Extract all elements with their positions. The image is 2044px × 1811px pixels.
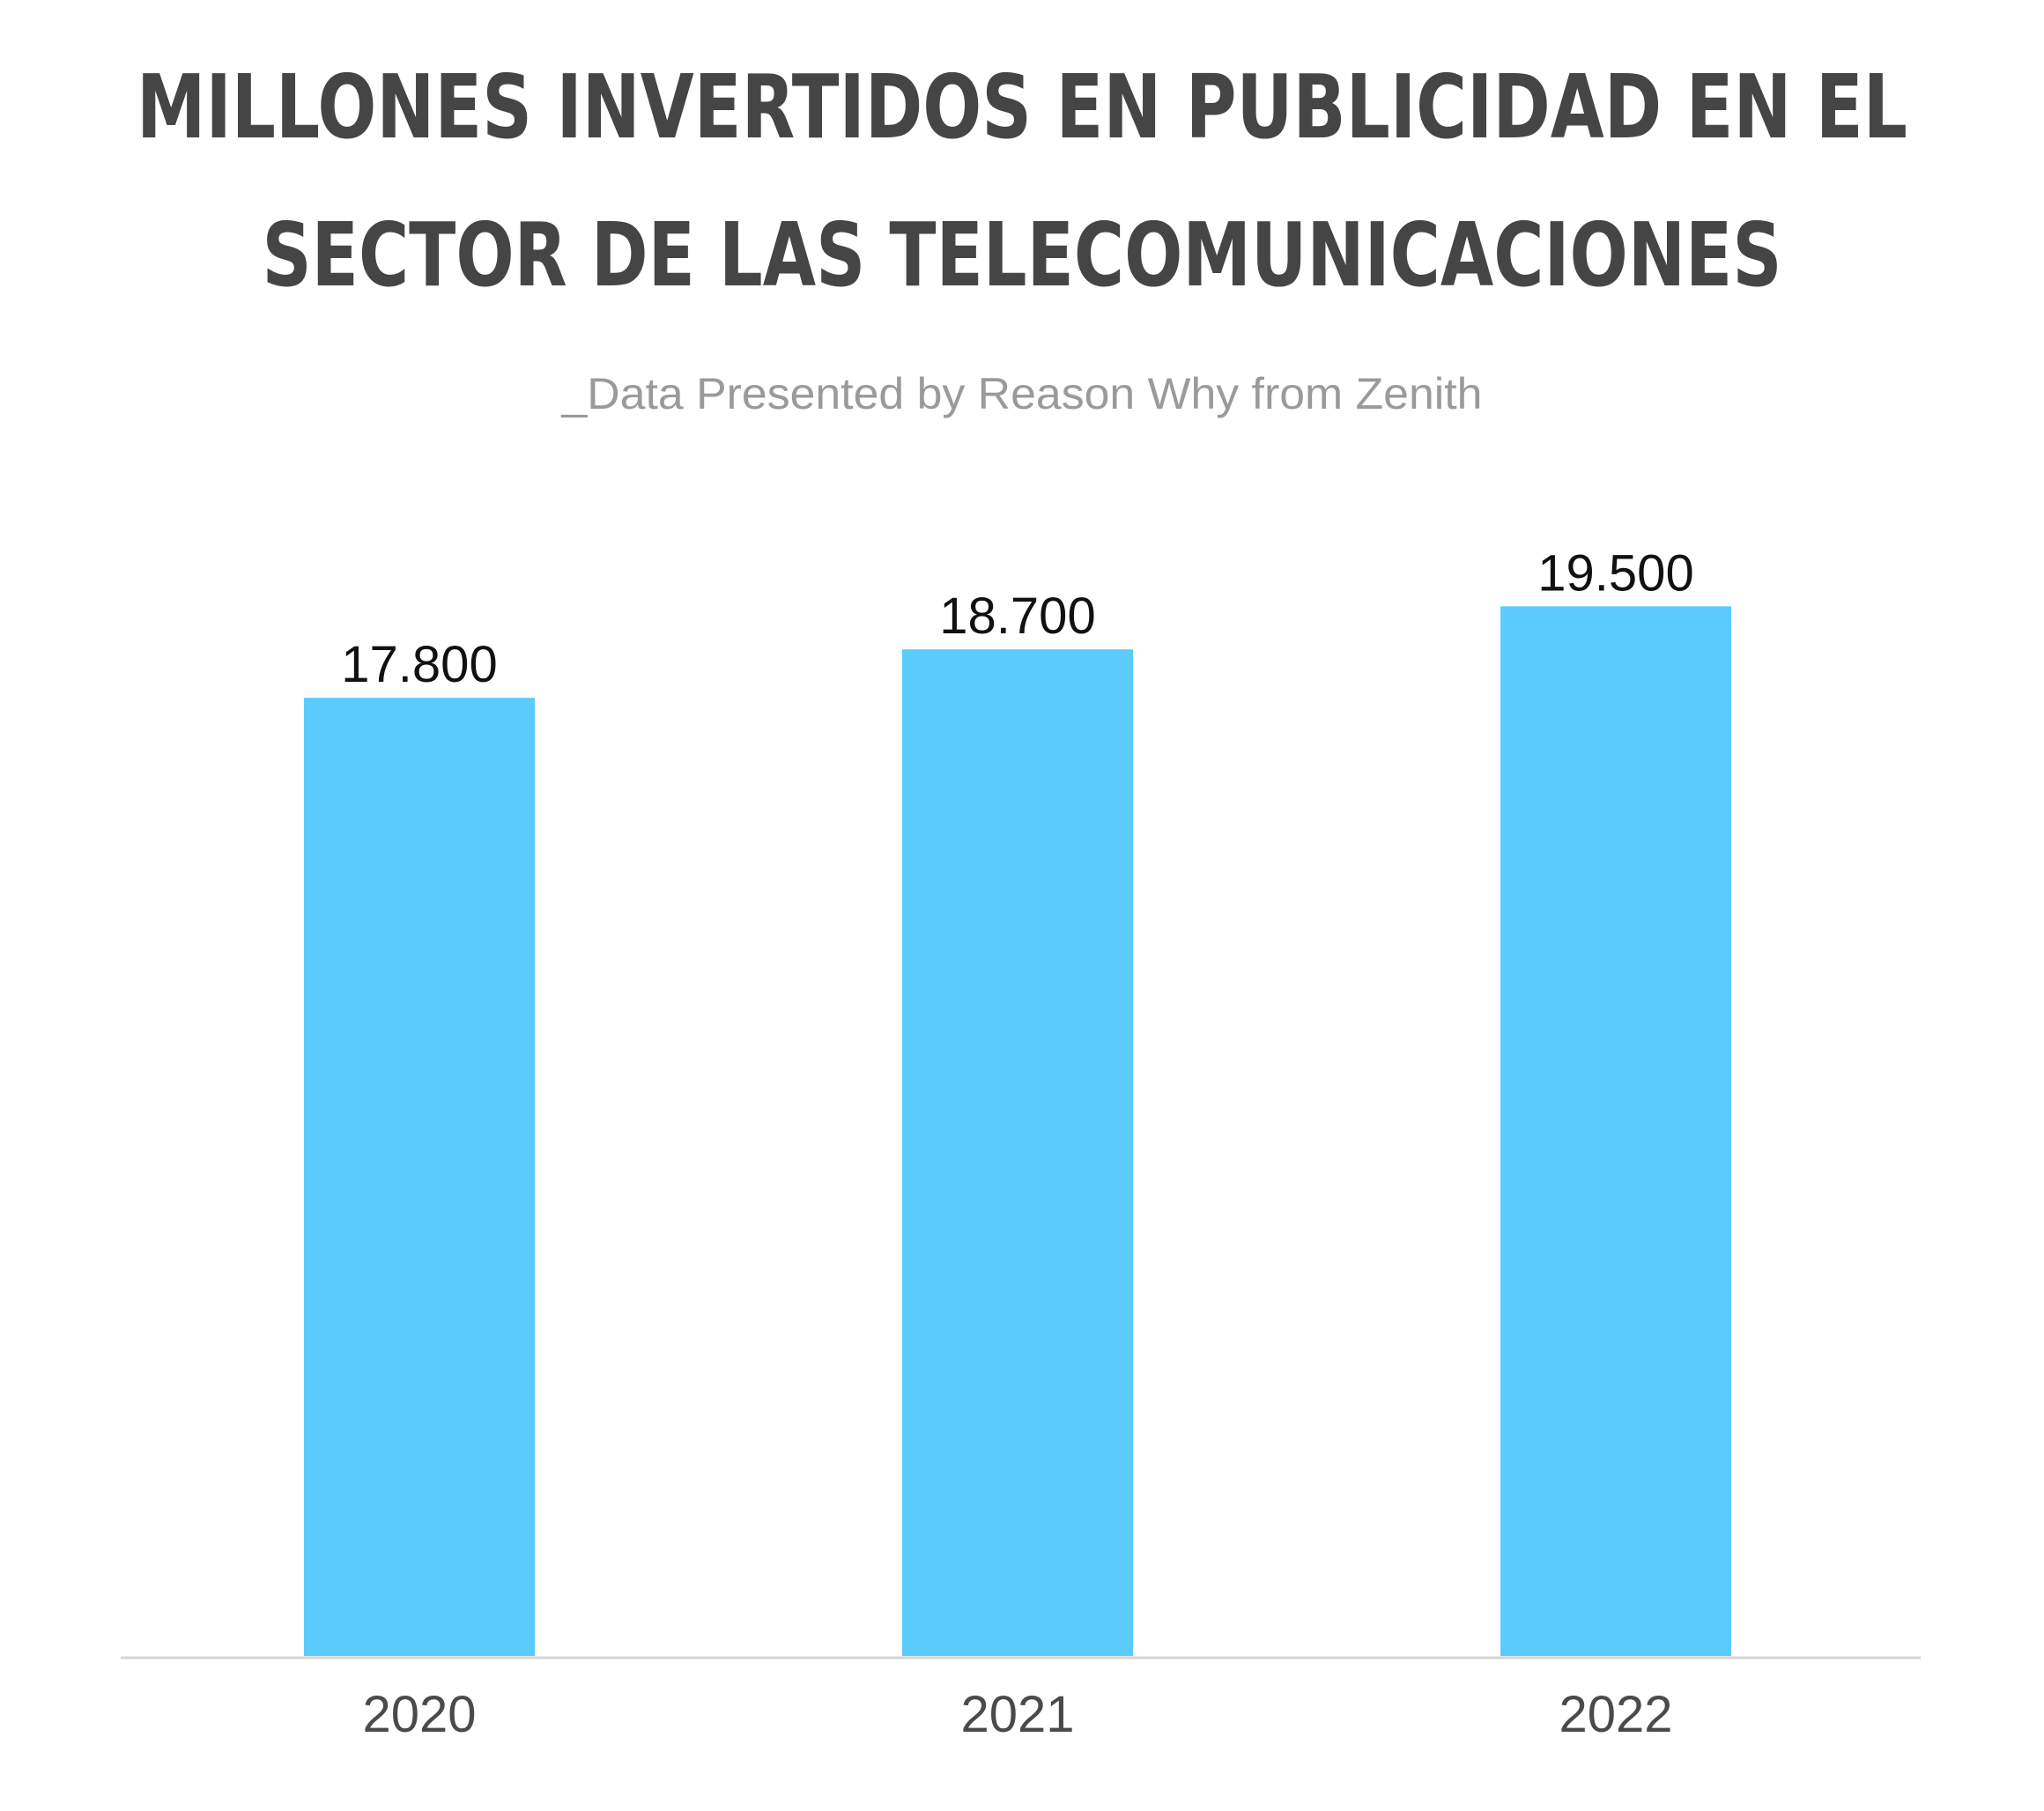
value-label-2020: 17.800 [341, 636, 497, 693]
value-labels-group: 17.800 18.700 19.500 [341, 544, 1693, 693]
x-tick-label-2021: 2021 [960, 1686, 1074, 1743]
value-label-2021: 18.700 [939, 588, 1095, 645]
bars-group [304, 606, 1731, 1657]
bar-2021 [902, 649, 1133, 1657]
chart-subtitle: _Data Presented by Reason Why from Zenit… [560, 369, 1482, 418]
value-label-2022: 19.500 [1537, 544, 1693, 602]
chart-title-line-1: MILLONES INVERTIDOS EN PUBLICIDAD EN EL [137, 55, 1907, 159]
x-tick-label-2020: 2020 [362, 1686, 476, 1743]
x-tick-label-2022: 2022 [1559, 1686, 1672, 1743]
x-tick-labels-group: 2020 2021 2022 [362, 1686, 1672, 1743]
bar-2022 [1500, 606, 1731, 1657]
chart-title-line-2: SECTOR DE LAS TELECOMUNICACIONES [263, 203, 1782, 307]
bar-2020 [304, 698, 535, 1657]
